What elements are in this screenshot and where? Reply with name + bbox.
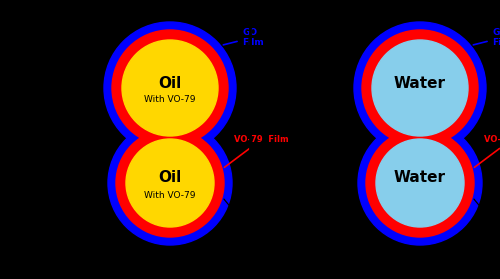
Circle shape (126, 139, 214, 227)
Circle shape (108, 121, 232, 245)
Circle shape (354, 22, 486, 154)
Text: VO-79  Film: VO-79 Film (474, 135, 500, 167)
Text: emulsion: emulsion (8, 28, 79, 42)
Circle shape (116, 129, 224, 237)
Text: Water: Water (394, 76, 446, 90)
Text: GO
Film: GO Film (223, 28, 264, 47)
Text: emulsion: emulsion (258, 28, 329, 42)
Circle shape (358, 121, 482, 245)
Text: Oil: Oil (158, 170, 182, 186)
Circle shape (104, 22, 236, 154)
Text: W/O: W/O (258, 8, 300, 26)
Circle shape (112, 30, 228, 146)
Text: with GO: with GO (8, 163, 58, 176)
Text: and GO: and GO (258, 178, 305, 191)
Text: GO  in oil penetrate the VO-79 film: GO in oil penetrate the VO-79 film (286, 250, 464, 259)
Circle shape (362, 30, 478, 146)
Text: GO/VO-79
Binary Film: GO/VO-79 Binary Film (224, 199, 270, 238)
Circle shape (376, 139, 464, 227)
Text: Water: Water (8, 143, 69, 161)
Text: Water: Water (394, 170, 446, 186)
Text: GO
Film: GO Film (473, 28, 500, 47)
Text: Oil: Oil (258, 143, 285, 161)
Circle shape (372, 40, 468, 136)
Circle shape (122, 40, 218, 136)
Text: forming a binary film on the interface: forming a binary film on the interface (278, 262, 471, 271)
Text: GO  in water move to the interface: GO in water move to the interface (36, 250, 214, 259)
Text: O/W: O/W (8, 8, 50, 26)
Text: with VO-79: with VO-79 (258, 163, 328, 176)
Text: With VO-79: With VO-79 (144, 95, 196, 105)
Text: With VO-79: With VO-79 (144, 191, 196, 199)
Text: and form a binary film with VO-79: and form a binary film with VO-79 (38, 262, 212, 271)
Text: VO-79  Film: VO-79 Film (224, 135, 289, 167)
Circle shape (366, 129, 474, 237)
Text: GO/VO-79
Binary Film: GO/VO-79 Binary Film (474, 199, 500, 238)
Text: Oil: Oil (158, 76, 182, 90)
